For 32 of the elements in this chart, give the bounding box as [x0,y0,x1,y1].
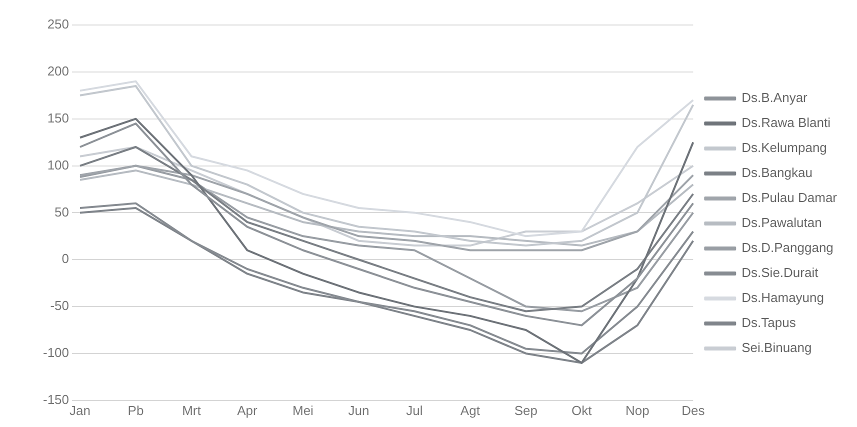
legend-label: Ds.Kelumpang [742,140,827,156]
y-tick-label: 250 [47,16,70,32]
x-tick-label: Des [682,402,706,418]
x-tick-label: Jul [406,402,423,418]
legend-label: Ds.Bangkau [742,165,812,180]
legend-label: Ds.Sie.Durait [742,265,819,280]
x-tick-label: Jun [348,402,370,418]
x-tick-label: Nop [625,402,650,418]
y-tick-label: -50 [50,298,70,314]
y-tick-label: 100 [47,157,70,172]
x-tick-label: Agt [460,402,480,418]
x-tick-label: Mei [292,402,314,418]
x-tick-label: Apr [237,402,258,418]
y-tick-label: 50 [54,204,70,220]
y-tick-label: 150 [47,110,70,126]
legend-label: Ds.B.Anyar [742,90,808,106]
legend-label: Ds.Pulau Damar [742,190,838,206]
x-tick-label: Okt [572,402,592,418]
y-tick-label: 0 [62,251,70,266]
legend-label: Ds.Hamayung [742,290,824,306]
legend-label: Ds.Pawalutan [742,215,822,230]
x-tick-label: Pb [128,402,144,418]
x-tick-label: Sep [514,402,538,418]
y-tick-label: -100 [42,345,70,360]
legend-label: Ds.Tapus [742,315,796,330]
y-tick-label: 200 [47,64,70,79]
legend-label: Ds.D.Panggang [742,240,834,256]
legend-label: Ds.Rawa Blanti [742,115,831,130]
y-tick-label: -150 [42,392,70,407]
x-tick-label: Jan [70,402,91,418]
x-tick-label: Mrt [182,402,202,418]
legend-label: Sei.Binuang [742,340,812,356]
